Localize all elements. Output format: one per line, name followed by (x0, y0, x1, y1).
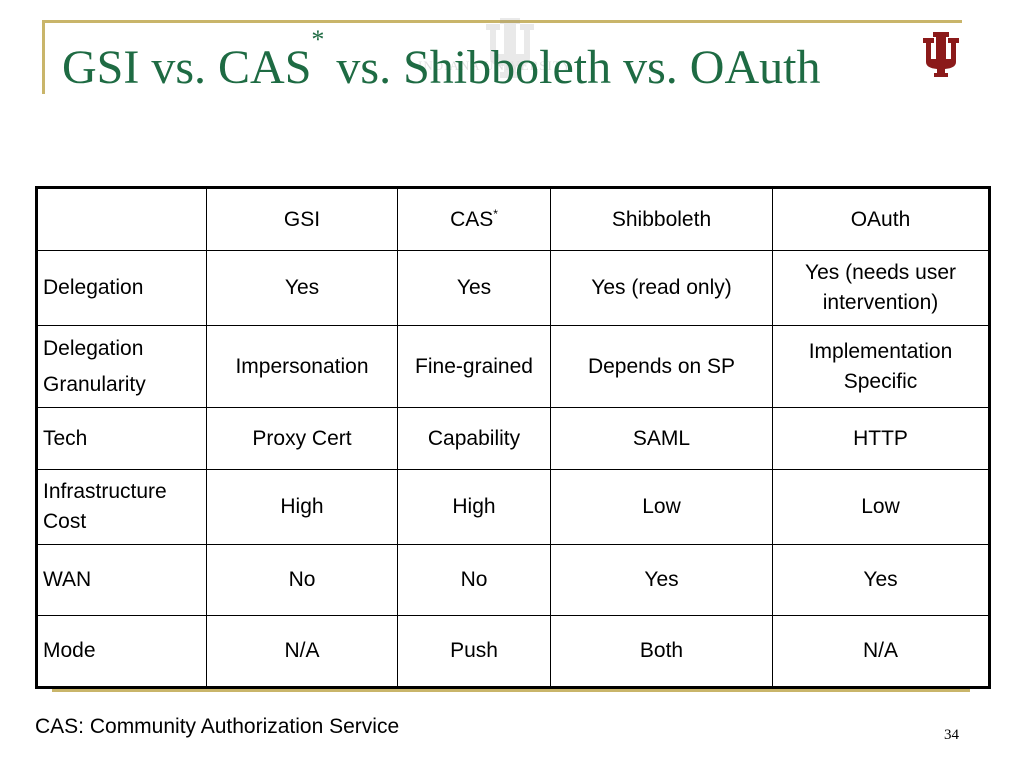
table-header-row: GSI CAS* Shibboleth OAuth (36, 187, 990, 251)
header-cas-asterisk: * (493, 206, 498, 221)
row-label: Infrastructure Cost (36, 469, 207, 545)
row-label-line-1: Delegation (43, 336, 144, 360)
table-cell: SAML (550, 407, 773, 470)
table-cell: N/A (772, 615, 990, 688)
iu-trident-icon (921, 30, 961, 78)
title-part-2: vs. Shibboleth vs. OAuth (324, 41, 821, 94)
header-cell-gsi: GSI (206, 187, 398, 251)
table-cell: N/A (206, 615, 398, 688)
footnote: CAS: Community Authorization Service (35, 715, 400, 738)
table-cell: Both (550, 615, 773, 688)
table-cell: Impersonation (206, 325, 398, 408)
header-cell-empty (36, 187, 207, 251)
header-cell-oauth: OAuth (772, 187, 990, 251)
table-row: WAN No No Yes Yes (36, 544, 990, 616)
footer-accent-line (52, 689, 970, 692)
table-cell: Yes (read only) (550, 250, 773, 326)
table-cell: Implementation Specific (772, 325, 990, 408)
table-cell: High (397, 469, 551, 545)
table-cell: High (206, 469, 398, 545)
title-part-1: GSI vs. CAS (62, 41, 312, 94)
table-cell: HTTP (772, 407, 990, 470)
table-cell: Yes (397, 250, 551, 326)
table-cell: Push (397, 615, 551, 688)
header-cell-shibboleth: Shibboleth (550, 187, 773, 251)
table-cell: Yes (550, 544, 773, 616)
table-cell: Yes (206, 250, 398, 326)
table-row: Tech Proxy Cert Capability SAML HTTP (36, 407, 990, 470)
row-label: WAN (36, 544, 207, 616)
row-label: Delegation (36, 250, 207, 326)
header-accent-horizontal-line (42, 20, 962, 23)
title-asterisk: * (311, 25, 325, 54)
comparison-table: GSI CAS* Shibboleth OAuth Delegation Yes… (35, 186, 991, 689)
table-row: Delegation Yes Yes Yes (read only) Yes (… (36, 250, 990, 326)
table-cell: Low (550, 469, 773, 545)
table-cell: Yes (needs user intervention) (772, 250, 990, 326)
row-label: Mode (36, 615, 207, 688)
page-number: 34 (944, 727, 959, 743)
table-cell: Capability (397, 407, 551, 470)
header-accent-vertical-line (42, 20, 45, 94)
table-row: Mode N/A Push Both N/A (36, 615, 990, 688)
table-cell: No (397, 544, 551, 616)
header-cas-label: CAS (450, 207, 494, 231)
row-label-line-2: Granularity (43, 372, 146, 396)
table-cell: Yes (772, 544, 990, 616)
slide-title: GSI vs. CAS* vs. Shibboleth vs. OAuth (62, 27, 821, 98)
table-cell: Low (772, 469, 990, 545)
table-row: Infrastructure Cost High High Low Low (36, 469, 990, 545)
table-cell: Proxy Cert (206, 407, 398, 470)
row-label: Delegation Granularity (36, 325, 207, 408)
table-cell: Depends on SP (550, 325, 773, 408)
row-label: Tech (36, 407, 207, 470)
table-row: Delegation Granularity Impersonation Fine… (36, 325, 990, 408)
header-cell-cas: CAS* (397, 187, 551, 251)
table-cell: Fine-grained (397, 325, 551, 408)
table-cell: No (206, 544, 398, 616)
